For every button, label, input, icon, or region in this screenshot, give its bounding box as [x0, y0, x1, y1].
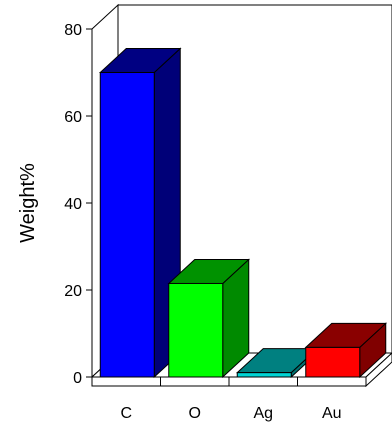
bar-au: [304, 322, 388, 379]
bar-front-face: [168, 282, 224, 378]
y-tick-label: 80: [64, 22, 82, 39]
y-tick-label: 40: [64, 196, 82, 213]
floor-side: [365, 352, 392, 388]
bar-o: [167, 258, 251, 379]
bar-front-face: [236, 372, 292, 378]
y-tick-label: 20: [64, 283, 82, 300]
x-tick-label: Ag: [253, 405, 273, 422]
y-tick-label: 0: [73, 370, 82, 387]
y-axis-ticks: 0 20 40 60 80: [64, 22, 92, 387]
bars: [98, 47, 388, 379]
bar-front-face: [99, 72, 155, 378]
y-tick-label: 60: [64, 109, 82, 126]
x-axis-labels: C O Ag Au: [120, 405, 341, 422]
x-tick-label: O: [189, 405, 201, 422]
x-tick-label: C: [120, 405, 132, 422]
bar-front-face: [305, 346, 361, 378]
x-tick-label: Au: [322, 405, 342, 422]
y-axis-label: Weight%: [17, 163, 39, 243]
